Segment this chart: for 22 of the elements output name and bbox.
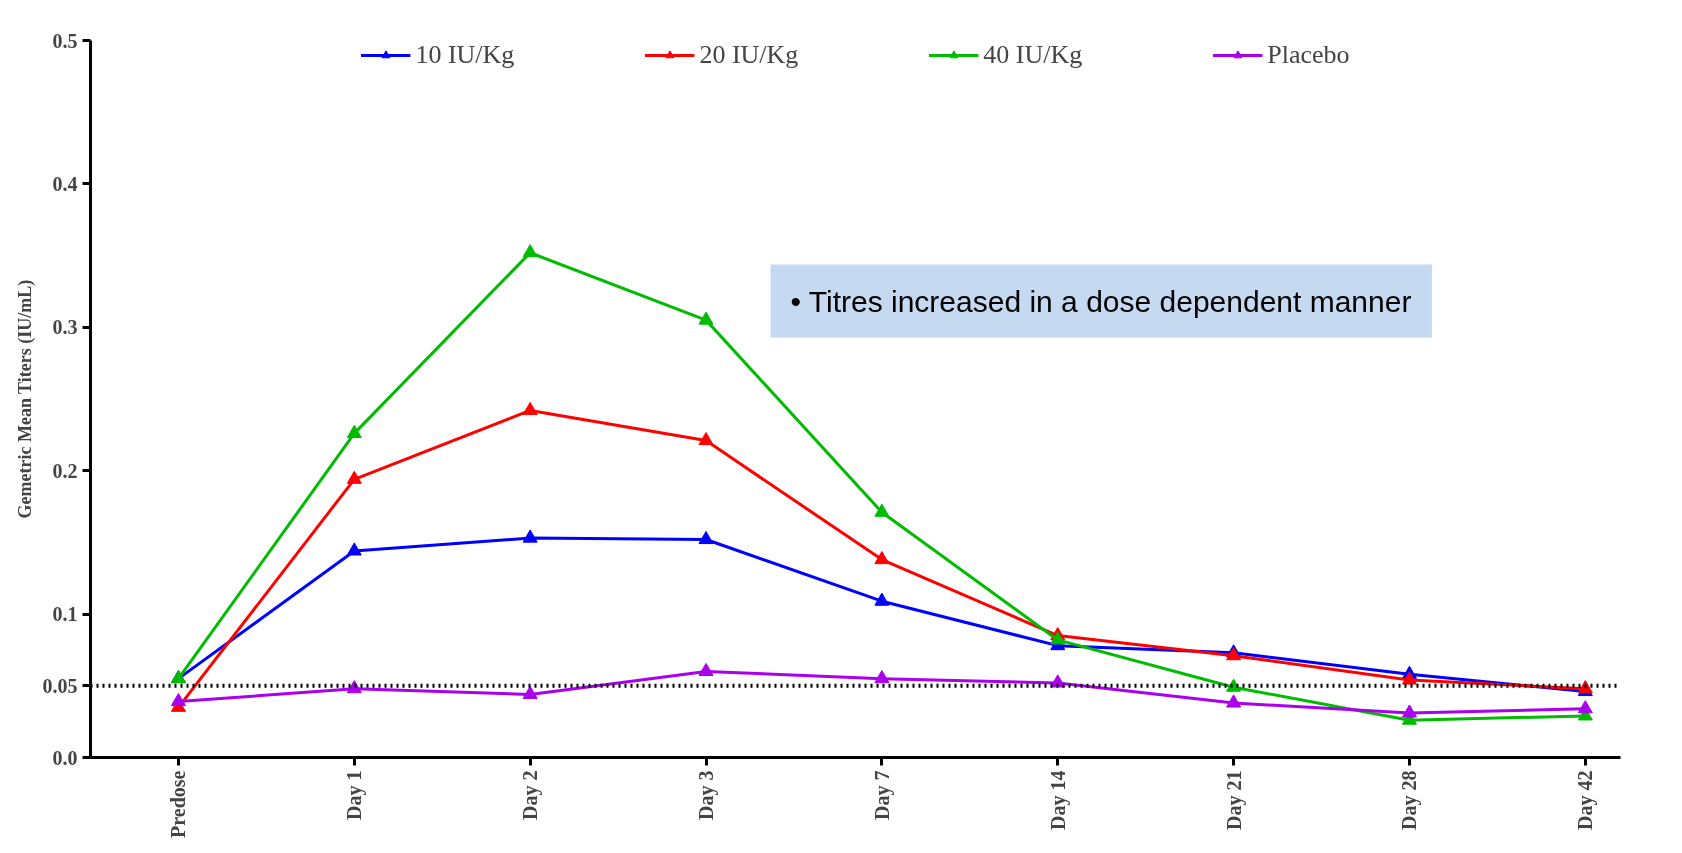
y-axis-title: Gemetric Mean Titers (IU/mL)	[14, 279, 36, 519]
x-tick-label: Day 14	[1046, 770, 1070, 830]
x-tick-label: Day 2	[519, 770, 543, 820]
y-tick-label: 0.05	[42, 674, 78, 697]
y-tick-label: 0.3	[52, 316, 78, 339]
legend-label: Placebo	[1267, 40, 1350, 70]
x-tick-label: Day 28	[1398, 770, 1422, 830]
x-tick-label: Day 21	[1222, 770, 1246, 830]
y-tick-label: 0.0	[52, 746, 78, 769]
legend-label: 20 IU/Kg	[699, 40, 799, 70]
y-tick-label: 0.1	[52, 603, 78, 626]
x-tick-label: Predose	[167, 770, 190, 838]
y-tick-label: 0.5	[52, 29, 78, 52]
x-tick-label: Day 7	[870, 770, 894, 820]
x-tick-label: Day 42	[1574, 770, 1598, 830]
x-tick-label: Day 3	[695, 770, 719, 820]
legend-label: 40 IU/Kg	[983, 40, 1083, 70]
y-tick-label: 0.4	[52, 172, 78, 195]
x-tick-label: Day 1	[343, 770, 367, 820]
legend-label: 10 IU/Kg	[415, 40, 515, 70]
y-tick-label: 0.2	[52, 459, 78, 482]
annotation: • Titres increased in a dose dependent manner	[790, 284, 1412, 318]
